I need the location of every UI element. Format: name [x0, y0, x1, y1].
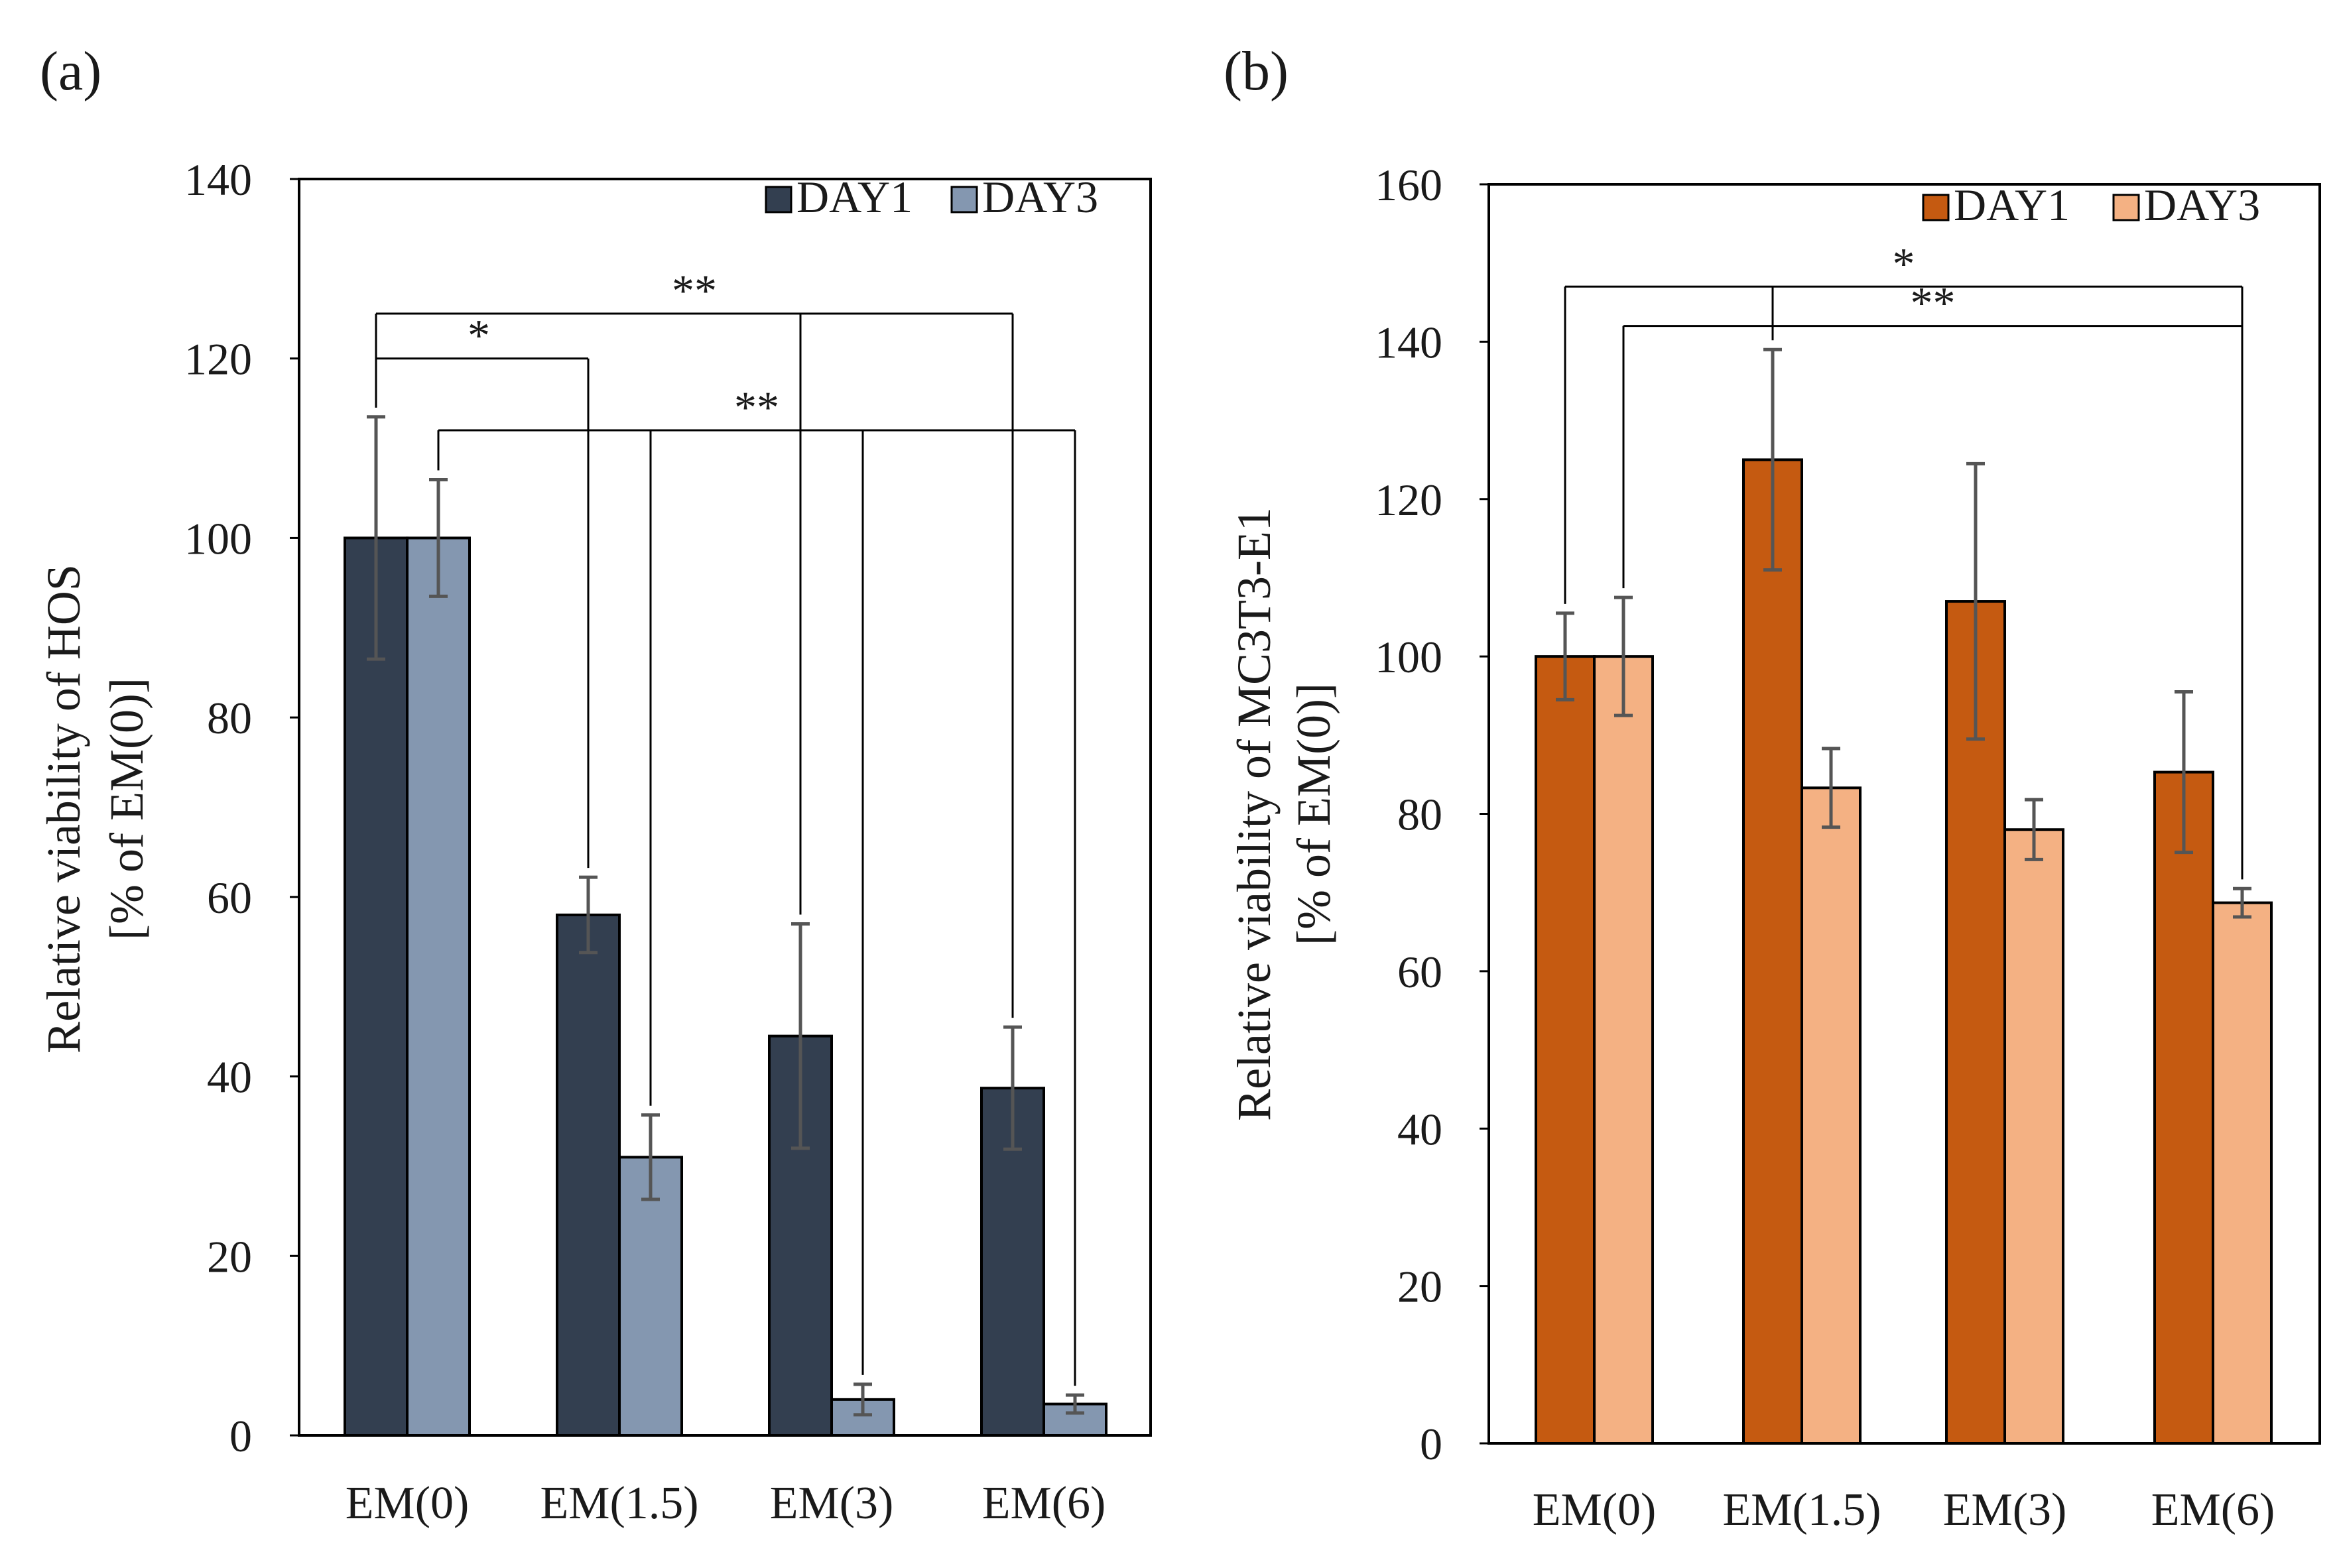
panel-label: (b) [1224, 40, 1289, 102]
legend-swatch-day3 [2112, 194, 2140, 221]
bar-day3-0 [406, 536, 471, 1437]
x-tick-label: EM(0) [1533, 1484, 1657, 1536]
significance-label-1: ** [1911, 278, 1956, 328]
legend-label-day3: DAY3 [982, 172, 1098, 222]
legend-label-day1: DAY1 [796, 172, 913, 222]
bar-day1-0 [1535, 655, 1596, 1445]
panel-a: (a) Relative viability of HOS [% of EM(0)]… [37, 40, 1152, 1529]
y-tick-label: 20 [1397, 1262, 1442, 1312]
y-tick-label: 0 [1420, 1419, 1442, 1469]
bar-day3-2 [2003, 828, 2064, 1445]
y-tick-label: 40 [207, 1052, 252, 1103]
plot-frame [1487, 183, 2321, 1445]
bar-day1-2 [1945, 600, 2006, 1445]
x-tick-label: EM(0) [346, 1478, 470, 1529]
significance-label-0: * [1893, 238, 1915, 288]
error-bar-day1-1 [1763, 347, 1782, 572]
y-tick-label: 140 [184, 154, 252, 205]
bar-day1-3 [980, 1087, 1045, 1437]
y-tick-label: 40 [1397, 1104, 1442, 1154]
y-tick-label: 120 [1375, 475, 1442, 525]
y-axis-subtitle: [% of EM(0)] [100, 678, 153, 940]
plot-frame [298, 178, 1152, 1437]
error-bar-day3-2 [2025, 798, 2043, 861]
bar-day3-3 [2212, 901, 2273, 1445]
y-tick-label: 100 [1375, 632, 1442, 682]
error-bar-day3-0 [1614, 595, 1633, 717]
legend-label-day1: DAY1 [1954, 180, 2070, 230]
y-tick-label: 20 [207, 1231, 252, 1282]
y-tick-label: 60 [1397, 947, 1442, 997]
error-bar-day1-2 [791, 922, 810, 1150]
y-tick-label: 160 [1375, 160, 1442, 210]
error-bar-day1-0 [367, 415, 385, 661]
error-bar-day1-0 [1556, 611, 1574, 701]
error-bar-day3-2 [853, 1382, 872, 1417]
error-bar-day3-3 [1066, 1393, 1084, 1415]
panel-b: (b) Relative viability of MC3T3-E1 [% of E… [1224, 40, 2321, 1536]
legend-swatch-day1 [765, 186, 792, 213]
error-bar-day1-1 [579, 875, 598, 955]
significance-label-1: * [468, 310, 490, 361]
error-bar-day3-0 [429, 477, 448, 598]
significance-bracket-1 [1622, 325, 2244, 880]
y-tick-label: 0 [229, 1411, 252, 1461]
x-tick-label: EM(3) [1943, 1484, 2067, 1536]
x-tick-label: EM(1.5) [1722, 1484, 1881, 1536]
legend-label-day3: DAY3 [2144, 180, 2260, 230]
bar-day1-0 [344, 536, 409, 1437]
error-bar-day3-3 [2233, 886, 2251, 919]
error-bar-day1-2 [1966, 461, 1985, 741]
y-tick-label: 80 [1397, 790, 1442, 840]
legend-swatch-day1 [1922, 194, 1950, 221]
y-tick-label: 120 [184, 334, 252, 385]
error-bar-day3-1 [641, 1113, 660, 1201]
error-bar-day3-1 [1822, 747, 1840, 829]
x-tick-label: EM(6) [982, 1478, 1106, 1529]
bar-day3-1 [1801, 786, 1862, 1445]
x-tick-label: EM(6) [2151, 1484, 2275, 1536]
y-axis-title: Relative viability of MC3T3-E1 [1228, 507, 1281, 1121]
x-tick-label: EM(1.5) [540, 1478, 698, 1529]
significance-bracket-2 [437, 429, 1076, 1386]
legend-swatch-day3 [950, 186, 978, 213]
y-tick-label: 80 [207, 693, 252, 743]
bar-day1-1 [556, 913, 621, 1437]
significance-label-2: ** [734, 382, 779, 432]
error-bar-day1-3 [2175, 690, 2193, 855]
x-tick-label: EM(3) [770, 1478, 894, 1529]
significance-label-0: ** [672, 265, 717, 316]
significance-bracket-0 [1564, 285, 2244, 880]
y-axis-title: Relative viability of HOS [37, 564, 90, 1054]
bar-day1-3 [2153, 770, 2214, 1445]
y-tick-label: 60 [207, 873, 252, 923]
bar-day1-1 [1742, 458, 1803, 1445]
y-tick-label: 100 [184, 513, 252, 564]
bar-day3-1 [618, 1156, 683, 1437]
y-axis-subtitle: [% of EM(0)] [1287, 683, 1340, 945]
panel-label: (a) [40, 40, 101, 102]
y-tick-label: 140 [1375, 317, 1442, 367]
error-bar-day1-3 [1003, 1025, 1022, 1151]
significance-bracket-1 [375, 357, 590, 869]
significance-bracket-0 [375, 312, 1014, 1018]
bar-day3-0 [1593, 655, 1654, 1445]
